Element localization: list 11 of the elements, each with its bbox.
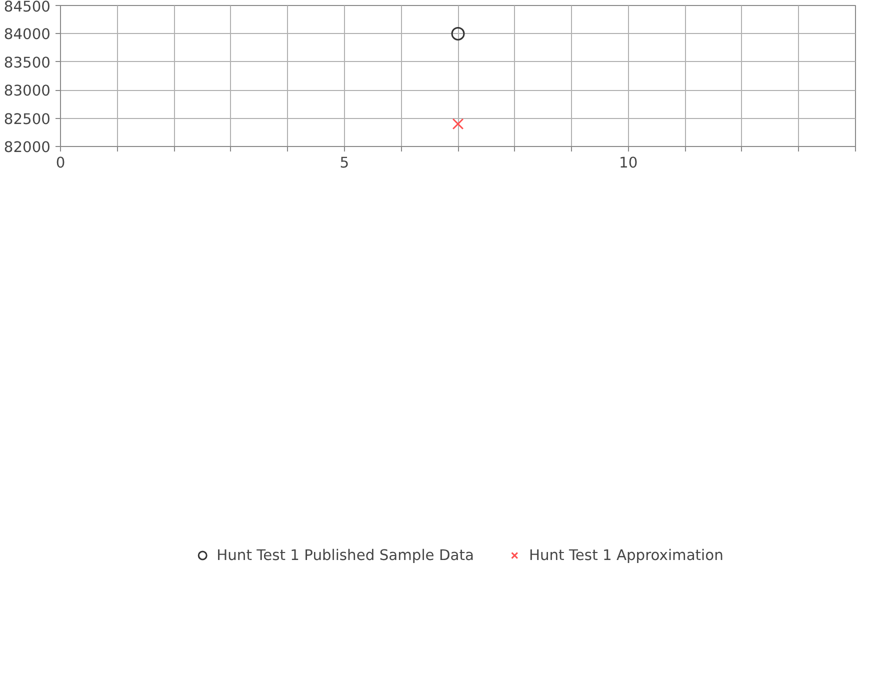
y-tick-label: 82500 <box>4 110 50 128</box>
legend-label: Hunt Test 1 Approximation <box>528 546 724 564</box>
x-tick-label: 5 <box>340 154 350 172</box>
y-tick-label: 84500 <box>4 0 50 16</box>
x-tick-label: 0 <box>56 154 66 172</box>
y-tick-label: 84000 <box>4 26 50 44</box>
y-tick-label: 83500 <box>4 54 50 72</box>
legend-label: Hunt Test 1 Published Sample Data <box>216 546 474 564</box>
x-tick-label: 10 <box>619 154 638 172</box>
y-tick-label: 82000 <box>4 139 50 156</box>
y-tick-label: 83000 <box>4 82 50 100</box>
